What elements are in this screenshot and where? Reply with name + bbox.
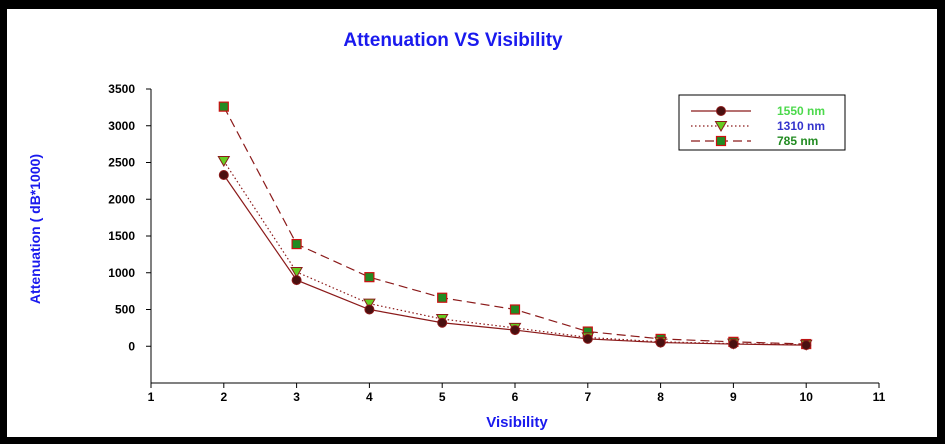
legend-label: 1310 nm [777, 119, 825, 133]
data-point [290, 267, 303, 279]
data-point [364, 304, 375, 315]
legend-label: 785 nm [777, 134, 818, 148]
data-point [291, 275, 302, 286]
chart-frame: Attenuation VS Visibility Visibility Att… [7, 9, 937, 437]
series-1550-nm [218, 169, 812, 351]
data-point [582, 333, 593, 344]
y-tick-label: 2500 [108, 156, 135, 170]
x-tick-label: 2 [220, 390, 227, 404]
axes: 1 2 3 4 5 6 7 8 9 10 11 0 500 1000 1500 2000 2500 3000 350… [108, 82, 885, 404]
data-point [509, 304, 521, 315]
chart-title: Attenuation VS Visibility [343, 30, 563, 51]
data-point [218, 101, 229, 112]
y-axis-label: Attenuation ( dB*1000) [27, 154, 43, 304]
y-tick-label: 0 [128, 339, 135, 353]
x-tick-label: 7 [584, 390, 591, 404]
data-point [364, 272, 375, 283]
x-tick-label: 4 [366, 390, 373, 404]
x-tick-label: 9 [730, 390, 737, 404]
y-tick-label: 500 [115, 303, 135, 317]
data-point [218, 169, 229, 180]
series-line [223, 160, 807, 346]
x-tick-label: 6 [512, 390, 519, 404]
data-point [291, 238, 302, 250]
legend-marker [714, 121, 728, 132]
attenuation-chart: Attenuation VS Visibility Visibility Att… [27, 30, 886, 431]
x-tick-label: 8 [657, 390, 664, 404]
data-point [217, 156, 231, 168]
x-tick-label: 11 [873, 390, 886, 404]
legend-marker [716, 106, 726, 116]
data-point [801, 340, 812, 351]
y-tick-label: 2000 [108, 192, 135, 206]
data-point [510, 325, 520, 336]
y-tick-label: 3000 [108, 119, 135, 133]
series-layer [217, 101, 813, 351]
x-axis-label: Visibility [486, 414, 548, 431]
x-tick-label: 5 [439, 390, 446, 404]
data-point [655, 337, 666, 348]
x-tick-label: 1 [148, 390, 155, 404]
data-point [363, 298, 376, 310]
x-tick-label: 3 [293, 390, 300, 404]
data-point [728, 339, 739, 350]
x-tick-label: 10 [800, 390, 814, 404]
y-tick-label: 1000 [108, 266, 135, 280]
y-tick-label: 3500 [108, 82, 135, 96]
series-line [223, 174, 807, 346]
y-tick-label: 1500 [108, 229, 135, 243]
legend-marker [715, 135, 727, 147]
series-1310-nm [217, 156, 813, 351]
legend-label: 1550 nm [777, 104, 825, 118]
data-point [437, 292, 448, 303]
data-point [437, 317, 448, 328]
